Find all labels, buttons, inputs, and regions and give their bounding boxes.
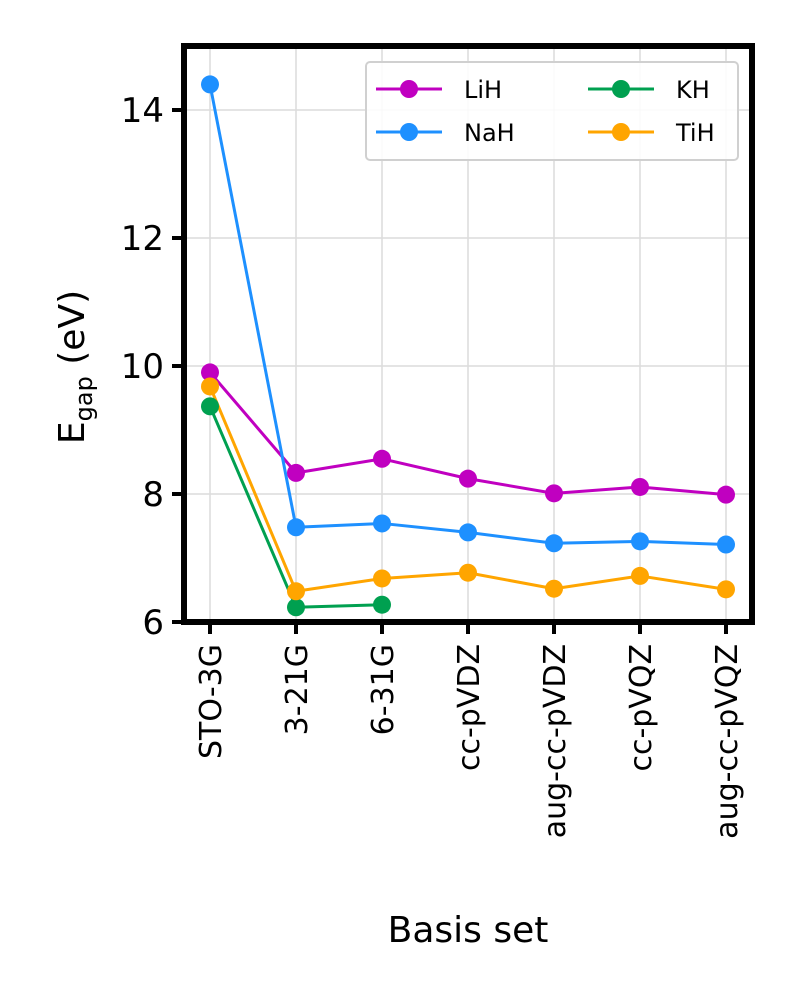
legend-label-tih: TiH (675, 119, 715, 147)
y-tick-label: 10 (121, 347, 164, 387)
x-tick-label: aug-cc-pVDZ (538, 644, 573, 838)
x-tick-label: aug-cc-pVQZ (710, 644, 745, 839)
data-point-lih (631, 477, 649, 496)
data-point-tih (717, 580, 735, 599)
data-point-lih (201, 363, 219, 382)
y-axis-ticks: 6 8 10 12 14 (121, 91, 184, 643)
data-point-tih (631, 566, 649, 585)
legend-label-lih: LiH (464, 76, 502, 104)
data-point-tih (545, 579, 563, 598)
x-axis-label: Basis set (388, 910, 549, 951)
y-axis-label-sub: gap (70, 376, 98, 421)
data-point-nah (201, 75, 219, 94)
y-tick-label: 14 (121, 91, 164, 131)
data-point-lih (459, 469, 477, 488)
legend-marker-lih (400, 80, 418, 98)
data-point-tih (287, 582, 305, 601)
data-point-tih (201, 377, 219, 396)
y-tick-label: 8 (142, 475, 164, 515)
x-axis-ticks: STO-3G 3-21G 6-31G cc-pVDZ aug-cc-pVDZ cc-pVQ… (194, 622, 745, 839)
data-point-nah (631, 532, 649, 551)
x-tick-label: 6-31G (366, 644, 401, 735)
legend-marker-kh (612, 80, 630, 98)
x-tick-label: 3-21G (280, 644, 315, 735)
x-tick-label: STO-3G (194, 644, 229, 759)
x-tick-label: cc-pVQZ (624, 644, 659, 772)
legend-marker-nah (400, 123, 418, 141)
data-point-nah (373, 514, 391, 533)
series-points (201, 75, 735, 617)
data-point-lih (545, 484, 563, 503)
data-point-nah (287, 518, 305, 537)
data-point-lih (287, 463, 305, 482)
y-axis-label-unit: (eV) (52, 290, 93, 376)
data-point-lih (373, 449, 391, 468)
data-point-nah (545, 534, 563, 553)
x-tick-label: cc-pVDZ (452, 644, 487, 771)
legend-marker-tih (612, 123, 630, 141)
data-point-tih (373, 569, 391, 588)
data-point-lih (717, 485, 735, 504)
data-point-kh (201, 397, 219, 416)
legend-label-nah: NaH (464, 119, 515, 147)
y-axis-label-main: E (52, 421, 93, 444)
data-point-nah (459, 523, 477, 542)
data-point-tih (459, 563, 477, 582)
y-tick-label: 12 (121, 219, 164, 259)
legend-box (365, 61, 739, 161)
legend: LiH NaH KH TiH (365, 61, 739, 161)
data-point-kh (287, 598, 305, 617)
legend-label-kh: KH (676, 76, 710, 104)
y-tick-label: 6 (142, 603, 164, 643)
y-axis-label: Egap (eV) (52, 290, 98, 444)
data-point-nah (717, 535, 735, 554)
data-point-kh (373, 595, 391, 614)
